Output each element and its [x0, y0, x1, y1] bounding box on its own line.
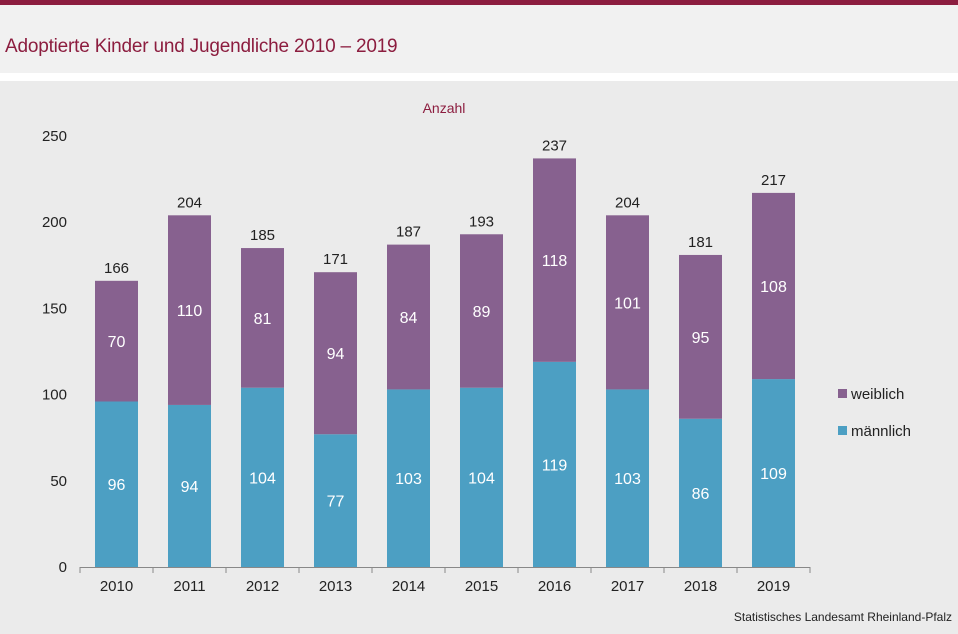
segment-data-label: 70	[108, 334, 126, 351]
bar-segment	[314, 434, 357, 567]
y-tick-label: 0	[59, 559, 67, 576]
bar-segment	[314, 272, 357, 435]
x-tick-label: 2019	[757, 578, 790, 595]
segment-data-label: 81	[254, 311, 272, 328]
segment-data-label: 103	[395, 471, 422, 488]
divider	[0, 73, 958, 81]
bar-segment	[752, 192, 795, 380]
legend-swatch	[838, 389, 847, 398]
y-tick-label: 100	[42, 387, 67, 404]
segment-data-label: 109	[760, 466, 787, 483]
legend-label: männlich	[851, 423, 911, 440]
x-tick-label: 2014	[392, 578, 425, 595]
x-tick-label: 2018	[684, 578, 717, 595]
y-tick-label: 200	[42, 214, 67, 231]
total-data-label: 185	[250, 227, 275, 244]
legend-swatch	[838, 426, 847, 435]
bar-segment	[606, 389, 649, 567]
bar-segment	[533, 158, 576, 362]
bar-segment	[95, 280, 138, 402]
bar-segment	[533, 361, 576, 567]
bar-segment	[679, 254, 722, 419]
segment-data-label: 119	[542, 457, 568, 474]
total-data-label: 166	[104, 260, 129, 277]
total-data-label: 237	[542, 137, 567, 154]
x-tick-label: 2016	[538, 578, 571, 595]
bar-segment	[387, 389, 430, 567]
y-tick-label: 150	[42, 300, 67, 317]
total-data-label: 193	[469, 213, 494, 230]
segment-data-label: 118	[542, 253, 568, 270]
total-data-label: 181	[688, 234, 713, 251]
bar-segment	[168, 215, 211, 405]
bar-segment	[241, 387, 284, 567]
segment-data-label: 104	[249, 470, 276, 487]
total-data-label: 204	[615, 194, 640, 211]
bar-segment	[752, 379, 795, 567]
x-tick-label: 2011	[173, 578, 205, 595]
bar-segment	[95, 401, 138, 567]
segment-data-label: 86	[692, 486, 710, 503]
segment-data-label: 77	[327, 494, 345, 511]
bar-segment	[606, 215, 649, 390]
bar-segment	[168, 404, 211, 567]
y-tick-label: 50	[50, 473, 67, 490]
segment-data-label: 84	[400, 310, 418, 327]
y-axis-label: Anzahl	[423, 100, 466, 116]
x-tick-label: 2012	[246, 578, 279, 595]
stacked-bar-chart: Anzahl 0 50 100 150 200 250 96 70 166 2010 94 110 204…	[42, 100, 911, 595]
segment-data-label: 89	[473, 304, 491, 321]
top-accent-bar	[0, 0, 958, 5]
x-tick-label: 2015	[465, 578, 498, 595]
x-tick-label: 2013	[319, 578, 352, 595]
segment-data-label: 104	[468, 470, 495, 487]
x-tick-label: 2017	[611, 578, 644, 595]
segment-data-label: 103	[614, 471, 641, 488]
bar-segment	[460, 387, 503, 567]
bar-segment	[241, 248, 284, 388]
bar-segment	[460, 234, 503, 388]
legend-label: weiblich	[850, 386, 904, 403]
segment-data-label: 108	[760, 279, 787, 296]
segment-data-label: 94	[327, 346, 345, 363]
chart-area: Anzahl 0 50 100 150 200 250 96 70 166 2010 94 110 204…	[0, 81, 958, 629]
x-tick-label: 2010	[100, 578, 133, 595]
bar-segment	[387, 244, 430, 390]
total-data-label: 217	[761, 172, 786, 189]
total-data-label: 204	[177, 194, 202, 211]
y-tick-label: 250	[42, 128, 67, 145]
chart-title: Adoptierte Kinder und Jugendliche 2010 –…	[5, 36, 398, 57]
header: Adoptierte Kinder und Jugendliche 2010 –…	[0, 5, 958, 73]
segment-data-label: 110	[177, 303, 203, 320]
segment-data-label: 96	[108, 477, 126, 494]
segment-data-label: 95	[692, 330, 710, 347]
segment-data-label: 101	[614, 295, 641, 312]
segment-data-label: 94	[181, 479, 199, 496]
bar-segment	[679, 418, 722, 567]
total-data-label: 187	[396, 224, 421, 241]
total-data-label: 171	[323, 251, 348, 268]
source-label: Statistisches Landesamt Rheinland-Pfalz	[733, 610, 952, 624]
